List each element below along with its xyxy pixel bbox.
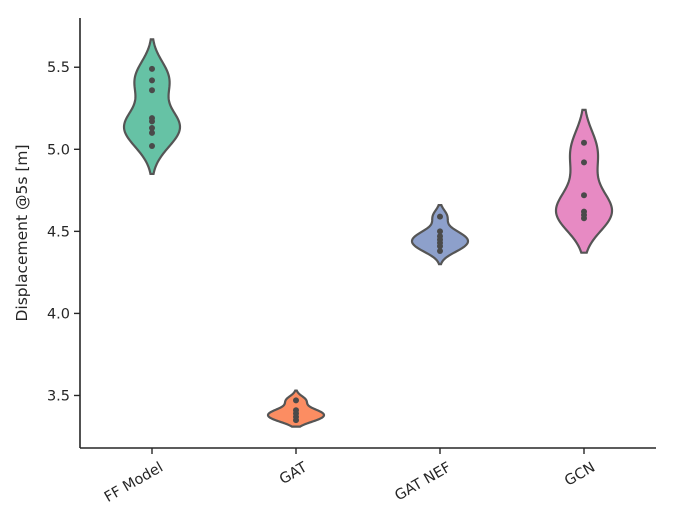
observation-point	[581, 159, 587, 166]
observation-point	[437, 233, 443, 240]
observation-point	[149, 65, 155, 72]
observation-point	[437, 248, 443, 255]
violins-layer	[122, 38, 614, 428]
y-ticks: 3.5 4.0 4.5 5.0 5.5	[47, 60, 80, 404]
x-tick-label: GAT NEF	[392, 460, 454, 505]
observation-point	[149, 143, 155, 150]
observation-point	[293, 397, 299, 404]
y-tick-label: 4.0	[47, 306, 70, 322]
observation-point	[437, 228, 443, 235]
observation-point	[581, 208, 587, 215]
x-ticks: FF Model GAT GAT NEF GCN	[102, 448, 598, 506]
observation-point	[149, 129, 155, 136]
violin-body	[554, 108, 614, 254]
x-tick-label: GAT	[277, 460, 310, 488]
observation-point	[149, 115, 155, 122]
observation-point	[149, 87, 155, 94]
observation-point	[437, 213, 443, 220]
axes-layer	[79, 18, 656, 449]
observation-point	[149, 77, 155, 84]
y-tick-label: 5.0	[47, 142, 70, 158]
x-tick-label: FF Model	[102, 460, 166, 506]
observation-point	[581, 192, 587, 199]
violin-body	[122, 38, 182, 176]
y-tick-label: 4.5	[47, 224, 70, 240]
y-axis-label: Displacement @5s [m]	[13, 144, 31, 321]
y-tick-label: 3.5	[47, 388, 70, 404]
observation-point	[581, 139, 587, 146]
y-tick-label: 5.5	[47, 60, 70, 76]
observation-point	[293, 407, 299, 414]
observation-point	[149, 124, 155, 131]
x-tick-label: GCN	[562, 460, 598, 490]
